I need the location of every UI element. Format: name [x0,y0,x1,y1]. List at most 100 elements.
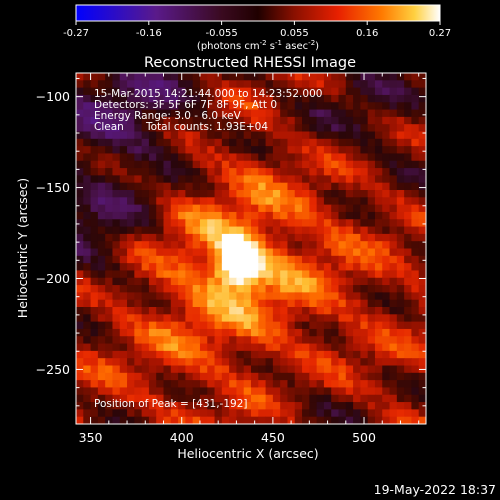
heatmap-cell [90,248,99,257]
heatmap-cell [199,328,208,337]
heatmap-cell [90,299,99,308]
heatmap-cell [76,270,84,279]
heatmap-cell [76,219,84,228]
heatmap-cell [345,102,354,111]
heatmap-cell [148,292,157,301]
heatmap-cell [127,336,135,345]
heatmap-cell [163,416,172,424]
heatmap-cell [207,124,216,132]
heatmap-cell [76,182,84,191]
heatmap-cell [374,248,383,257]
heatmap-cell [127,116,135,125]
heatmap-cell [367,292,376,301]
heatmap-cell [119,153,128,162]
heatmap-cell [97,336,106,345]
heatmap-cell [134,109,143,118]
heatmap-cell [105,80,113,89]
heatmap-cell [185,372,194,381]
heatmap-cell [323,233,332,242]
heatmap-cell [119,241,128,249]
heatmap-cell [309,350,318,359]
heatmap-cell [367,153,376,162]
heatmap-cell [382,416,391,424]
heatmap-cell [127,197,135,206]
heatmap-cell [156,387,164,396]
heatmap-cell [141,270,150,279]
heatmap-cell [396,233,405,242]
heatmap-cell [265,387,274,396]
heatmap-cell [389,182,398,191]
heatmap-cell [258,277,267,286]
heatmap-cell [170,387,179,396]
heatmap-cell [178,109,186,118]
heatmap-cell [156,343,164,352]
heatmap-cell [134,321,143,330]
heatmap-cell [185,402,194,410]
heatmap-cell [236,248,245,257]
heatmap-cell [185,328,194,337]
heatmap-cell [119,314,128,323]
colorbar-ticks: -0.27 -0.16 -0.055 0.055 0.16 0.27 [63,21,451,39]
heatmap-cell [287,153,296,162]
heatmap-cell [374,380,383,388]
heatmap-cell [83,241,92,249]
heatmap-cell [367,197,376,206]
heatmap-cell [221,314,230,323]
heatmap-cell [97,124,106,132]
heatmap-cell [105,263,113,271]
heatmap-cell [353,387,361,396]
heatmap-cell [192,168,201,176]
heatmap-cell [112,336,121,345]
heatmap-cell [272,197,281,206]
heatmap-cell [214,248,223,257]
heatmap-cell [280,219,288,228]
heatmap-cell [156,168,164,176]
heatmap-cell [112,124,121,132]
heatmap-cell [389,219,398,228]
heatmap-cell [134,255,143,264]
heatmap-cell [97,175,106,184]
heatmap-cell [76,299,84,308]
heatmap-cell [119,197,128,206]
heatmap-cell [396,226,405,235]
heatmap-cell [396,321,405,330]
heatmap-cell [316,182,325,191]
heatmap-cell [389,365,398,374]
heatmap-cell [192,372,201,381]
heatmap-cell [207,131,216,140]
heatmap-cell [272,402,281,410]
heatmap-cell [272,204,281,213]
heatmap-cell [185,343,194,352]
heatmap-cell [83,365,92,374]
heatmap-cell [367,175,376,184]
heatmap-cell [229,263,237,271]
heatmap-cell [272,336,281,345]
heatmap-cell [411,226,420,235]
heatmap-cell [76,160,84,169]
heatmap-cell [83,328,92,337]
heatmap-cell [207,146,216,154]
heatmap-cell [316,409,325,418]
heatmap-cell [294,314,303,323]
heatmap-cell [229,255,237,264]
heatmap-cell [119,409,128,418]
heatmap-cell [163,372,172,381]
heatmap-cell [265,292,274,301]
heatmap-cell [404,153,412,162]
heatmap-cell [148,131,157,140]
heatmap-cell [316,226,325,235]
heatmap-cell [156,372,164,381]
heatmap-cell [251,255,259,264]
heatmap-cell [170,204,179,213]
heatmap-cell [192,328,201,337]
heatmap-cell [309,241,318,249]
heatmap-cell [382,233,391,242]
heatmap-cell [411,350,420,359]
heatmap-cell [221,175,230,184]
heatmap-cell [134,124,143,132]
heatmap-cell [294,365,303,374]
heatmap-cell [141,394,150,403]
heatmap-cell [251,277,259,286]
heatmap-cell [338,73,347,81]
heatmap-cell [258,299,267,308]
